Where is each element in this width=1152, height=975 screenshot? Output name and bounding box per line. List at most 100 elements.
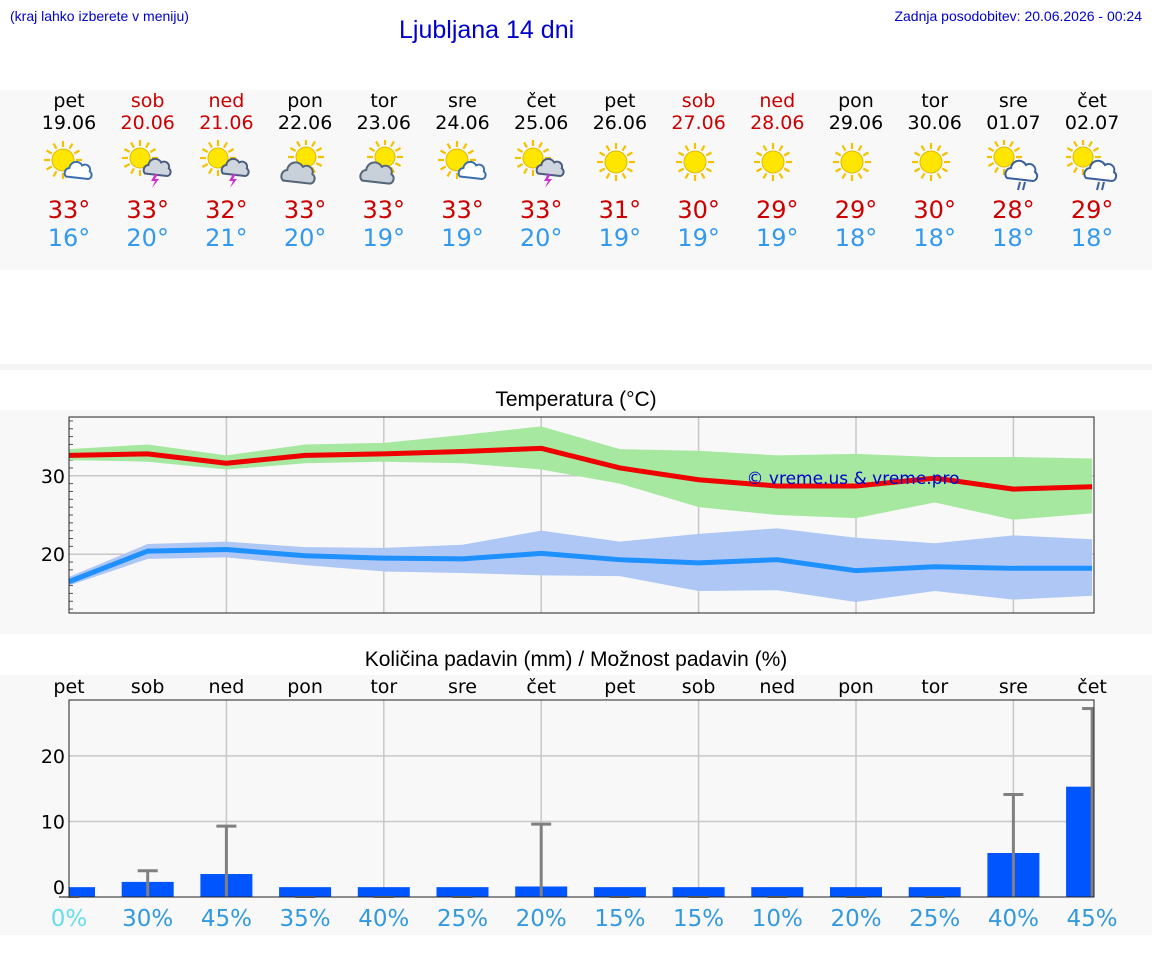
precipitation-probability: 45% (201, 906, 252, 932)
max-temperature: 30° (677, 196, 720, 224)
day-column: čet 25.06 33° 20° (502, 90, 580, 252)
sun-cloud-icon (437, 141, 487, 181)
forecast-band (0, 90, 1152, 270)
precipitation-bar (908, 887, 961, 897)
max-temperature: 28° (992, 196, 1035, 224)
precipitation-probability: 15% (594, 906, 645, 932)
precipitation-probability: 40% (988, 906, 1039, 932)
sun-icon (596, 143, 635, 181)
precipitation-bar (751, 887, 804, 897)
temperature-chart: 20 30 © vreme.us & vreme.pro (41, 416, 1095, 614)
min-temperature: 20° (519, 224, 563, 252)
sun-icon (754, 143, 793, 181)
day-date: 27.06 (671, 112, 726, 134)
min-temperature: 19° (677, 224, 720, 252)
max-temperature: 33° (47, 196, 91, 224)
x-tick-label: čet (1077, 676, 1107, 698)
plot-frame (68, 699, 1095, 898)
min-temperature: 20° (126, 224, 169, 252)
day-name: ned (759, 90, 796, 112)
min-temperature: 16° (47, 224, 91, 252)
day-name: čet (1077, 90, 1107, 112)
day-name: sre (448, 90, 477, 112)
precipitation-chart: pet sob ned pon tor sre čet pet sob ned pon tor sre č… (41, 676, 1118, 932)
precipitation-probability: 40% (358, 906, 409, 932)
plot-frame (68, 416, 1095, 614)
precipitation-bar (830, 887, 882, 897)
precipitation-probability: 20% (830, 906, 881, 932)
y-tick-label: 0 (53, 877, 65, 899)
precipitation-probability: 0% (51, 906, 88, 932)
x-tick-label: čet (526, 676, 556, 698)
max-temperature-range (69, 426, 1093, 520)
min-temperature: 19° (362, 224, 406, 252)
max-temperature: 29° (1070, 196, 1114, 224)
min-temperature: 20° (283, 224, 327, 252)
min-temperature: 18° (913, 224, 956, 252)
min-temperature: 18° (1070, 224, 1114, 252)
max-temperature: 29° (834, 196, 878, 224)
day-column: ned 28.06 29° 19° (738, 90, 816, 252)
y-tick-label: 30 (41, 466, 65, 488)
day-column: pon 29.06 29° 18° (817, 90, 895, 252)
precipitation-probability: 30% (122, 906, 173, 932)
sun-icon (833, 143, 871, 181)
sun-storm-icon (200, 140, 250, 188)
x-tick-label: sre (999, 676, 1028, 698)
day-column: sob 27.06 30° 19° (660, 90, 738, 252)
day-date: 21.06 (199, 112, 254, 134)
day-column: tor 30.06 30° 18° (896, 90, 974, 252)
precipitation-probability: 15% (673, 906, 724, 932)
min-temperature-range (69, 528, 1093, 603)
day-name: tor (370, 90, 398, 112)
day-column: čet 02.07 29° 18° (1053, 90, 1131, 252)
last-update: Zadnja posodobitev: 20.06.2026 - 00:24 (894, 8, 1142, 24)
day-name: sob (130, 90, 165, 112)
precipitation-probability: 25% (437, 906, 488, 932)
sun-cloud-icon (44, 141, 93, 181)
min-temperature: 21° (205, 224, 248, 252)
min-temperature: 18° (834, 224, 878, 252)
day-column: pet 26.06 31° 19° (581, 90, 659, 252)
sun-rain-icon (987, 140, 1039, 191)
y-tick-label: 20 (41, 544, 65, 566)
precipitation-probability: 20% (516, 906, 567, 932)
sun-rain-icon (1066, 140, 1118, 191)
precipitation-bar (593, 887, 646, 897)
max-temperature-line (68, 445, 1093, 492)
precipitation-bar (357, 887, 410, 897)
max-temperature: 33° (362, 196, 406, 224)
x-tick-label: pon (838, 676, 874, 698)
day-date: 23.06 (356, 112, 411, 134)
max-temperature: 33° (283, 196, 327, 224)
x-tick-label: ned (759, 676, 795, 698)
day-date: 25.06 (513, 112, 569, 134)
day-name: sre (998, 90, 1028, 112)
temperature-chart-title: Temperatura (°C) (495, 388, 657, 411)
sun-icon (675, 143, 714, 181)
day-column: pet 19.06 33° 16° (30, 90, 108, 252)
day-date: 28.06 (750, 112, 805, 134)
x-tick-label: sob (682, 676, 716, 698)
day-date: 02.07 (1064, 112, 1120, 134)
day-date: 19.06 (41, 112, 97, 134)
y-tick-label: 10 (41, 811, 65, 833)
plot-area (69, 700, 1094, 897)
day-date: 01.07 (986, 112, 1041, 134)
day-column: pon 22.06 33° 20° (266, 90, 344, 252)
precipitation-bar (279, 887, 332, 897)
x-tick-label: pet (53, 676, 84, 698)
day-date: 26.06 (592, 112, 648, 134)
day-name: pet (53, 90, 85, 112)
x-tick-label: pet (604, 676, 635, 698)
page-title: Ljubljana 14 dni (399, 16, 575, 44)
day-column: ned 21.06 32° 21° (187, 90, 265, 252)
min-temperature-line (68, 546, 1093, 584)
day-date: 24.06 (435, 112, 490, 134)
day-name: sob (681, 90, 716, 112)
precipitation-probability: 45% (1067, 906, 1118, 932)
partly-cloudy-icon (280, 140, 325, 185)
day-name: tor (921, 90, 949, 112)
x-tick-label: tor (370, 676, 397, 698)
location-hint: (kraj lahko izberete v meniju) (10, 8, 189, 24)
